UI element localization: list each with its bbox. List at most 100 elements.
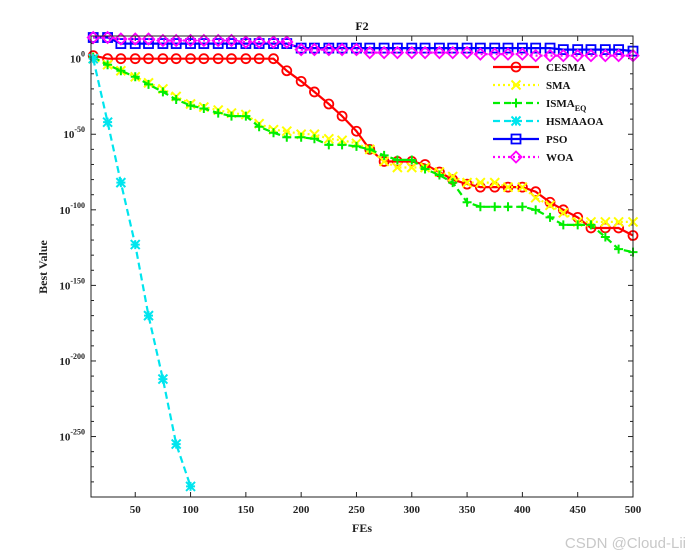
- data-point: [434, 170, 444, 180]
- data-point: [378, 156, 390, 167]
- data-point: [322, 42, 336, 57]
- x-tick-label: 450: [569, 504, 586, 516]
- data-point: [558, 207, 569, 219]
- series-line: [92, 58, 192, 487]
- data-point: [406, 162, 417, 173]
- y-tick-base: 10: [63, 129, 75, 141]
- series-layer: [86, 30, 640, 492]
- y-tick-exponent: -150: [70, 276, 85, 285]
- legend-label: CESMA: [546, 62, 586, 74]
- data-point: [197, 33, 211, 48]
- data-point: [336, 135, 348, 146]
- data-point: [461, 177, 473, 188]
- data-point: [530, 42, 542, 54]
- data-point: [143, 53, 154, 65]
- data-point: [282, 132, 292, 142]
- data-point: [268, 53, 279, 65]
- legend-item: SMA: [493, 79, 571, 92]
- data-point: [531, 205, 541, 215]
- data-point: [226, 38, 237, 49]
- data-point: [295, 75, 307, 87]
- data-point: [114, 32, 128, 46]
- y-tick-exponent: -250: [70, 428, 85, 437]
- data-point: [280, 35, 294, 49]
- data-point: [544, 42, 556, 54]
- y-tick-label: 10-50: [63, 125, 85, 141]
- data-point: [543, 48, 557, 63]
- data-point: [185, 481, 196, 492]
- x-tick-label: 100: [182, 504, 199, 516]
- y-tick-label: 10-150: [59, 276, 85, 292]
- legend-label: SMA: [546, 80, 571, 92]
- data-point: [157, 38, 169, 49]
- data-point: [324, 140, 334, 150]
- data-point: [515, 47, 530, 61]
- data-point: [226, 53, 237, 65]
- data-point: [584, 48, 598, 63]
- x-tick-label: 300: [404, 504, 421, 516]
- data-point: [102, 116, 113, 128]
- data-point: [170, 53, 182, 65]
- data-point: [434, 42, 445, 54]
- x-tick-label: 200: [293, 504, 310, 516]
- data-point: [490, 202, 500, 212]
- data-point: [116, 66, 126, 76]
- data-point: [405, 45, 419, 60]
- y-tick-label: 10-100: [59, 201, 85, 217]
- data-point: [323, 133, 335, 144]
- legend-label-name: PSO: [546, 134, 568, 146]
- data-point: [516, 42, 528, 54]
- data-point: [183, 33, 198, 48]
- data-point: [611, 48, 626, 63]
- data-point: [198, 38, 210, 49]
- legend-label-name: HSMAAOA: [546, 116, 604, 128]
- data-point: [129, 53, 141, 65]
- legend-label: WOA: [546, 152, 574, 164]
- data-point: [475, 177, 486, 188]
- legend-label-name: ISMA: [546, 98, 575, 110]
- data-point: [157, 53, 169, 65]
- data-point: [213, 108, 223, 118]
- legend-label: HSMAAOA: [546, 116, 604, 128]
- data-point: [599, 222, 611, 234]
- data-point: [349, 42, 364, 57]
- data-point: [544, 200, 556, 211]
- data-point: [545, 212, 555, 222]
- data-point: [158, 87, 168, 97]
- data-point: [241, 111, 251, 121]
- data-point: [447, 171, 458, 182]
- legend-label-name: WOA: [546, 152, 574, 164]
- legend-item: WOA: [493, 150, 574, 164]
- series-line: [93, 36, 633, 57]
- data-point: [392, 155, 402, 165]
- data-point: [614, 244, 624, 254]
- data-point: [307, 42, 322, 57]
- x-tick-label: 50: [130, 504, 142, 516]
- x-axis-label: FEs: [352, 521, 372, 535]
- data-point: [517, 181, 528, 193]
- data-point: [335, 42, 349, 57]
- data-point: [528, 48, 543, 63]
- data-point: [185, 53, 196, 65]
- data-point: [378, 42, 390, 54]
- data-point: [309, 134, 319, 144]
- data-point: [226, 111, 236, 121]
- y-tick-label: 10-200: [59, 352, 85, 368]
- data-point: [460, 45, 474, 60]
- data-point: [252, 35, 266, 49]
- x-tick-label: 350: [459, 504, 476, 516]
- data-point: [171, 94, 181, 104]
- data-point: [474, 42, 486, 54]
- legend-item: ISMAEQ: [493, 98, 586, 113]
- y-tick-base: 10: [59, 356, 71, 368]
- data-point: [143, 310, 154, 321]
- chart-title: F2: [355, 19, 368, 33]
- data-point: [502, 181, 514, 193]
- series-line: [92, 54, 634, 237]
- tick-labels: 50 100 150 200 250 300 350 400 450 50010010-5010-…: [59, 50, 641, 516]
- y-tick-exponent: -100: [70, 201, 85, 210]
- data-point: [115, 177, 127, 188]
- x-tick-label: 150: [238, 504, 255, 516]
- series-hsmaaoa: [88, 53, 196, 492]
- data-point: [323, 98, 335, 110]
